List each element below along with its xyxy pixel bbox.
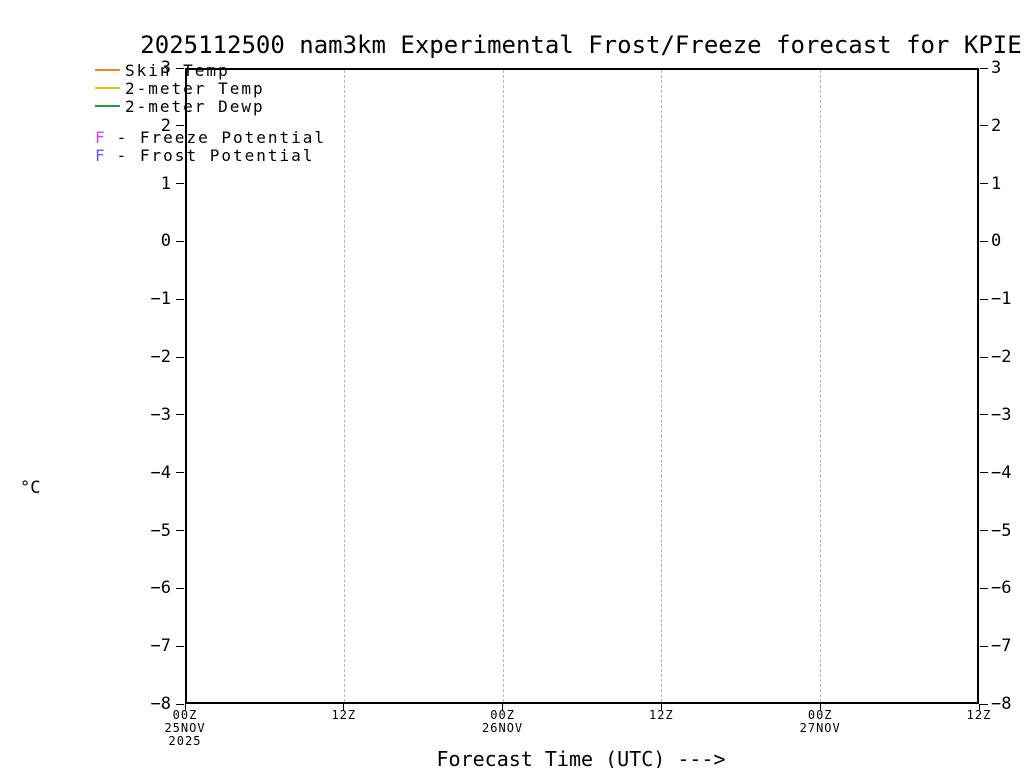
y-axis-tick-right [980,703,988,705]
x-axis-tick-sublabel: 26NOV [482,721,524,735]
x-axis-tick [343,704,345,710]
y-axis-tick-label-left: 0 [160,231,171,252]
2m-dewp-line-swatch [95,105,120,107]
x-axis-tick [978,704,980,710]
y-axis-tick-right [980,183,988,185]
x-axis-tick-label: 12Z [649,708,674,722]
y-axis-tick-left [176,240,184,242]
freeze-potential-symbol: F [95,127,107,147]
y-axis-tick-label-right: −3 [991,404,1012,425]
legend-item-2m-dewp: 2-meter Dewp [95,96,326,116]
y-axis-tick-label-right: 2 [991,115,1002,136]
y-axis-tick-left [176,298,184,300]
y-axis-tick-label-right: 0 [991,231,1002,252]
y-axis-tick-label-right: −7 [991,636,1012,657]
y-axis-tick-label-left: −4 [150,462,171,483]
legend-label-frost-potential: - Frost Potential [116,145,315,165]
y-axis-tick-right [980,67,988,69]
legend-item-frost-potential: F - Frost Potential [95,145,326,165]
2m-temp-line-swatch [95,87,120,89]
y-axis-tick-label-left: −5 [150,520,171,541]
y-axis-tick-label-left: −8 [150,694,171,714]
y-axis-tick-right [980,356,988,358]
y-axis-tick-label-left: −7 [150,636,171,657]
x-axis-title: Forecast Time (UTC) ---> [436,747,726,768]
y-axis-tick-label-left: −1 [150,289,171,310]
x-axis-tick-sublabel: 27NOV [799,721,841,735]
y-axis-tick-left [176,587,184,589]
y-axis-tick-label-left: −3 [150,404,171,425]
frost-potential-symbol: F [95,145,107,165]
y-axis-unit-label: °C [20,478,41,498]
y-axis-tick-label-right: −2 [991,347,1012,368]
x-axis-tick [184,704,186,710]
legend-label-freeze-potential: - Freeze Potential [116,127,327,147]
y-axis-tick-label-left: −6 [150,578,171,599]
y-axis-tick-left [176,356,184,358]
y-axis-tick-right [980,645,988,647]
y-axis-tick-label-left: 1 [160,173,171,194]
y-axis-tick-right [980,530,988,532]
legend-label-skin-temp: Skin Temp [125,60,230,80]
y-axis-tick-left [176,472,184,474]
skin-temp-line-swatch [95,69,120,71]
legend-label-2m-dewp: 2-meter Dewp [125,96,265,116]
x-axis-tick-label: 00Z [490,708,515,722]
y-axis-tick-left [176,183,184,185]
y-axis-tick-right [980,125,988,127]
y-axis-tick-label-right: −4 [991,462,1012,483]
y-axis-tick-right [980,414,988,416]
legend: Skin Temp 2-meter Temp 2-meter Dewp F - … [95,60,327,165]
y-axis-tick-left [176,703,184,705]
chart-title: 2025112500 nam3km Experimental Frost/Fre… [140,31,1022,59]
x-axis-tick [502,704,504,710]
x-axis-tick [660,704,662,710]
x-axis-tick-label: 12Z [966,708,992,722]
y-axis-tick-right [980,472,988,474]
y-axis-tick-left [176,530,184,532]
y-axis-tick-right [980,240,988,242]
y-axis-tick-right [980,587,988,589]
x-axis-tick-sublabel: 25NOV [164,721,206,735]
y-axis-tick-label-right: −8 [991,694,1012,714]
y-axis-tick-right [980,298,988,300]
y-axis-tick-label-right: −5 [991,520,1012,541]
legend-label-2m-temp: 2-meter Temp [125,78,265,98]
x-axis-tick-label: 00Z [172,708,198,722]
legend-item-freeze-potential: F - Freeze Potential [95,127,327,147]
x-axis-tick-label: 00Z [807,708,833,722]
x-axis-tick-sublabel: 2025 [168,734,202,748]
y-axis-tick-label-left: −2 [150,347,171,368]
y-axis-tick-label-right: −6 [991,578,1012,599]
y-axis-tick-label-right: 3 [991,58,1002,78]
legend-item-2m-temp: 2-meter Temp [95,78,326,98]
y-axis-tick-label-right: 1 [991,173,1002,194]
plot-area [185,68,979,704]
x-axis-tick [819,704,821,710]
y-axis-tick-left [176,645,184,647]
x-axis-tick-label: 12Z [331,708,357,722]
y-axis-tick-label-right: −1 [991,289,1012,310]
y-axis-tick-left [176,414,184,416]
legend-item-skin-temp: Skin Temp [95,60,326,80]
